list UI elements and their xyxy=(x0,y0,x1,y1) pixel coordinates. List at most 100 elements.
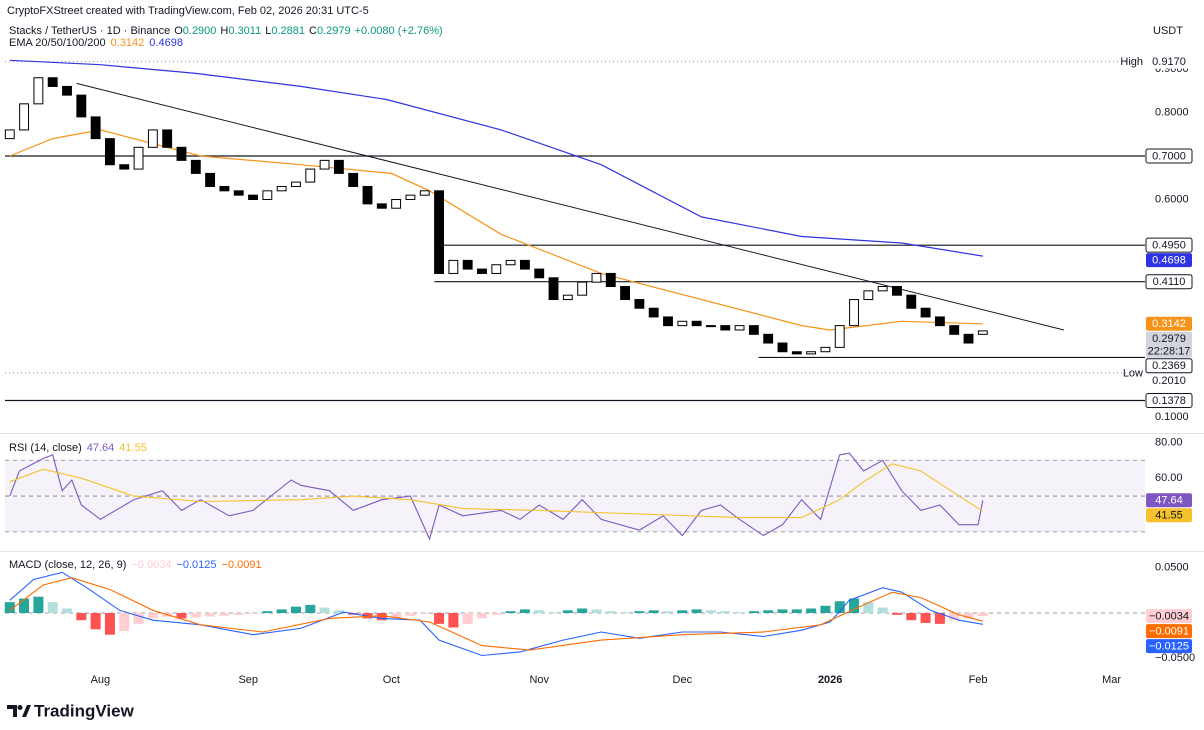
histogram-bar xyxy=(534,610,545,613)
candle-body xyxy=(33,77,44,105)
candle-body xyxy=(205,172,216,187)
candle-body xyxy=(76,94,87,118)
histogram-bar xyxy=(734,612,745,613)
histogram-bar xyxy=(663,611,674,613)
histogram-bar xyxy=(319,607,330,613)
candle-body xyxy=(133,146,144,170)
histogram-bar xyxy=(391,613,402,619)
histogram-bar xyxy=(748,611,759,613)
candle-body xyxy=(519,259,530,270)
candle-body xyxy=(291,181,301,187)
price-badge-label: −0.0125 xyxy=(1149,640,1189,652)
symbol: Stacks / TetherUS · 1D · Binance xyxy=(9,25,170,37)
histogram-bar xyxy=(863,602,874,613)
candle-body xyxy=(706,325,716,328)
candle-body xyxy=(777,342,788,353)
candle-body xyxy=(434,190,444,274)
histogram-bar xyxy=(691,609,702,613)
histogram-bar xyxy=(834,601,845,613)
candle-body xyxy=(262,190,273,201)
histogram-bar xyxy=(519,609,530,613)
indicator-value: −0.0091 xyxy=(222,559,262,571)
indicator-name: RSI (14, close) xyxy=(9,442,82,454)
price-badge xyxy=(1146,331,1192,358)
histogram-bar xyxy=(634,611,645,613)
price-badge-label: −0.0091 xyxy=(1149,625,1189,637)
histogram-bar xyxy=(591,609,602,613)
price-badge-label: 0.9170 xyxy=(1152,56,1186,68)
low-text: Low xyxy=(1123,367,1143,379)
candle-body xyxy=(677,320,688,327)
histogram-bar xyxy=(176,613,187,619)
histogram-bar xyxy=(476,613,487,619)
histogram-bar xyxy=(104,613,115,635)
candle-body xyxy=(276,185,287,192)
candle-body xyxy=(605,272,616,287)
x-tick-label: Dec xyxy=(673,674,693,686)
change: +0.0080 (+2.76%) xyxy=(355,25,443,37)
ohlc-key: O xyxy=(174,25,183,37)
histogram-bar xyxy=(705,610,716,613)
price-badge xyxy=(1145,148,1193,164)
price-badge xyxy=(1146,316,1192,331)
candle-body xyxy=(977,330,988,335)
indicator-value: 47.64 xyxy=(87,442,115,454)
candle-body xyxy=(906,294,917,309)
price-badge-label: 0.4110 xyxy=(1153,276,1186,288)
histogram-bar xyxy=(262,611,273,613)
logo xyxy=(7,705,31,717)
legend: Stacks / TetherUS · 1D · Binance O0.2900 H… xyxy=(9,25,443,37)
indicator-line xyxy=(9,452,984,541)
candle-body xyxy=(934,316,945,327)
candle-body xyxy=(648,307,659,318)
watermark: CryptoFXStreet created with TradingView.… xyxy=(7,5,369,17)
candle-body xyxy=(162,129,173,148)
price-badge xyxy=(1146,54,1192,69)
histogram-bar xyxy=(62,608,73,613)
histogram-bar xyxy=(276,609,287,613)
candle-body xyxy=(391,199,402,209)
histogram-bar xyxy=(763,610,774,613)
candle-body xyxy=(147,129,158,148)
candle-body xyxy=(477,268,487,274)
brand: TradingView xyxy=(34,701,135,720)
indicator-name: MACD (close, 12, 26, 9) xyxy=(9,559,126,571)
indicator-line xyxy=(9,59,983,257)
histogram-bar xyxy=(491,613,502,615)
histogram-bar xyxy=(820,605,831,613)
candle-body xyxy=(620,285,631,301)
candle-body xyxy=(248,194,258,201)
price-badge-label: 47.64 xyxy=(1155,495,1183,507)
candle-body xyxy=(591,272,602,283)
candle-body xyxy=(233,190,244,196)
candle-body xyxy=(405,194,416,201)
histogram-bar xyxy=(906,613,917,621)
price-badge-label: 0.3142 xyxy=(1152,318,1186,330)
high-text: High xyxy=(1120,56,1143,68)
candle-body xyxy=(791,351,802,355)
price-badge-label: 0.2979 xyxy=(1152,333,1186,345)
histogram-bar xyxy=(577,608,588,613)
candle-body xyxy=(376,203,387,209)
candle-body xyxy=(562,294,573,301)
price-badge xyxy=(1145,274,1193,290)
candle-body xyxy=(548,277,559,301)
histogram-bar xyxy=(19,598,30,613)
y-tick-label: −0.0500 xyxy=(1155,652,1195,664)
candle-body xyxy=(763,333,774,344)
price-badge-label: 0.4950 xyxy=(1152,240,1186,252)
candle-body xyxy=(920,307,931,318)
candle-body xyxy=(577,281,588,296)
histogram-bar xyxy=(33,596,44,613)
y-tick-label: 0.1000 xyxy=(1155,411,1189,423)
price-badge xyxy=(1146,493,1192,508)
histogram-bar xyxy=(305,604,316,613)
histogram-bar xyxy=(877,607,888,613)
price-badge xyxy=(1146,609,1192,624)
candle-body xyxy=(734,325,745,331)
histogram-bar xyxy=(977,613,988,617)
price-badge xyxy=(1146,373,1192,388)
price-badge xyxy=(1145,393,1193,409)
indicator-line xyxy=(9,463,984,519)
